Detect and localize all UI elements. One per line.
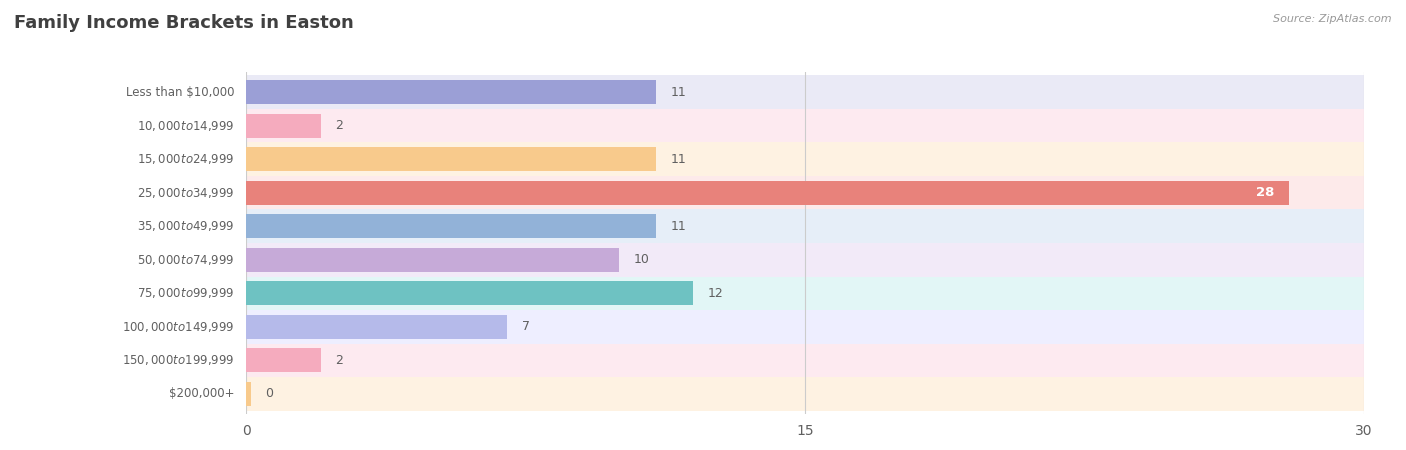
Text: Source: ZipAtlas.com: Source: ZipAtlas.com (1274, 14, 1392, 23)
Text: $50,000 to $74,999: $50,000 to $74,999 (138, 253, 235, 267)
Bar (246, 281, 693, 306)
Bar (246, 176, 1364, 209)
Bar (246, 209, 1364, 243)
Text: 28: 28 (1256, 186, 1274, 199)
Text: $15,000 to $24,999: $15,000 to $24,999 (138, 152, 235, 166)
Text: $100,000 to $149,999: $100,000 to $149,999 (122, 320, 235, 334)
Text: $150,000 to $199,999: $150,000 to $199,999 (122, 353, 235, 367)
Text: 12: 12 (709, 287, 724, 300)
Text: $200,000+: $200,000+ (169, 387, 235, 400)
Bar (246, 147, 655, 171)
Bar (246, 113, 321, 138)
Bar (246, 109, 1364, 142)
Bar (246, 348, 321, 373)
Bar (246, 180, 1289, 205)
Bar (246, 277, 1364, 310)
Text: 2: 2 (336, 119, 343, 132)
Bar (246, 315, 506, 339)
Bar (246, 310, 1364, 344)
Text: $75,000 to $99,999: $75,000 to $99,999 (138, 286, 235, 300)
Bar (246, 248, 619, 272)
Text: 11: 11 (671, 86, 686, 99)
Text: Family Income Brackets in Easton: Family Income Brackets in Easton (14, 14, 354, 32)
Text: 11: 11 (671, 153, 686, 166)
Bar (246, 80, 655, 104)
Bar (246, 142, 1364, 176)
Bar (246, 382, 250, 406)
Bar (246, 75, 1364, 109)
Text: $35,000 to $49,999: $35,000 to $49,999 (138, 219, 235, 233)
Bar (246, 377, 1364, 411)
Text: 7: 7 (522, 320, 530, 333)
Text: 2: 2 (336, 354, 343, 367)
Text: $25,000 to $34,999: $25,000 to $34,999 (138, 186, 235, 200)
Text: Less than $10,000: Less than $10,000 (127, 86, 235, 99)
Bar (246, 344, 1364, 377)
Text: $10,000 to $14,999: $10,000 to $14,999 (138, 119, 235, 133)
Text: 10: 10 (634, 253, 650, 266)
Bar (246, 214, 655, 238)
Text: 11: 11 (671, 220, 686, 233)
Bar (246, 243, 1364, 277)
Text: 0: 0 (264, 387, 273, 400)
